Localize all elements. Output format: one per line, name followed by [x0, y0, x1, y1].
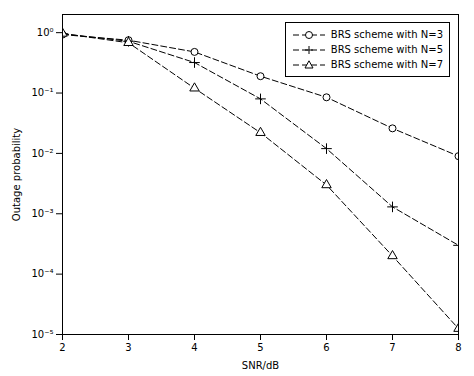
- svg-text:SNR/dB: SNR/dB: [242, 360, 279, 371]
- svg-text:10⁻³: 10⁻³: [31, 208, 53, 219]
- svg-text:2: 2: [59, 342, 65, 353]
- svg-text:7: 7: [389, 342, 395, 353]
- svg-text:10⁻⁵: 10⁻⁵: [31, 329, 53, 340]
- html-text:BRS scheme with N=3: BRS scheme with N=3: [330, 29, 443, 40]
- svg-text:Outage probability: Outage probability: [11, 128, 22, 221]
- svg-text:5: 5: [257, 342, 263, 353]
- svg-text:8: 8: [455, 342, 461, 353]
- svg-text:10⁻⁴: 10⁻⁴: [31, 268, 53, 279]
- svg-text:4: 4: [191, 342, 197, 353]
- html-text:BRS scheme with N=5: BRS scheme with N=5: [330, 44, 443, 55]
- svg-text:6: 6: [323, 342, 329, 353]
- svg-text:10⁻²: 10⁻²: [31, 148, 53, 159]
- html-text:BRS scheme with N=7: BRS scheme with N=7: [330, 59, 443, 70]
- svg-text:10⁻¹: 10⁻¹: [31, 87, 53, 98]
- svg-text:10⁰: 10⁰: [37, 27, 54, 38]
- svg-text:3: 3: [125, 342, 131, 353]
